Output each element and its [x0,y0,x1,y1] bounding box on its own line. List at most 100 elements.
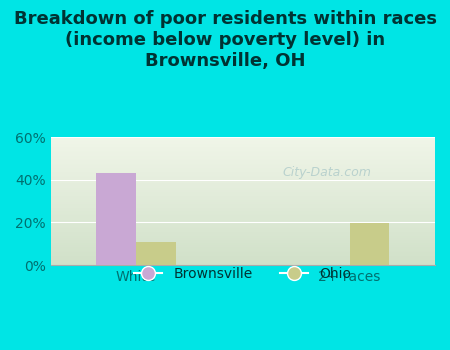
Bar [50,261,435,262]
Bar [50,168,435,169]
Bar [50,259,435,260]
Bar [50,264,435,265]
Bar [50,201,435,202]
Bar [50,229,435,231]
Bar [50,217,435,218]
Bar [50,138,435,140]
Bar [50,205,435,206]
Bar [50,164,435,165]
Bar [50,227,435,228]
Bar [50,141,435,142]
Bar [50,188,435,190]
Bar [50,169,435,170]
Bar [50,234,435,236]
Bar [50,142,435,144]
Bar [50,219,435,220]
Bar [50,137,435,138]
Bar [50,252,435,254]
Text: City-Data.com: City-Data.com [283,166,372,178]
Bar [50,232,435,233]
Bar [50,224,435,225]
Bar [50,155,435,156]
Bar [50,200,435,201]
Bar [50,241,435,242]
Bar [50,225,435,227]
Bar [50,256,435,258]
Bar [50,258,435,259]
Bar [50,177,435,178]
Bar [50,178,435,179]
Bar [50,247,435,248]
Bar [50,248,435,250]
Bar [50,260,435,261]
Bar [50,215,435,217]
Bar [50,194,435,195]
Bar [50,251,435,252]
Bar [50,186,435,187]
Bar [50,238,435,239]
Bar [50,231,435,232]
Bar [136,242,176,265]
Bar [50,239,435,241]
Bar [50,255,435,256]
Bar [50,159,435,160]
Bar [50,167,435,168]
Bar [50,204,435,205]
Legend: Brownsville, Ohio: Brownsville, Ohio [129,261,357,286]
Bar [50,151,435,153]
Bar [50,197,435,198]
Bar [50,182,435,183]
Bar [50,154,435,155]
Bar [50,160,435,161]
Bar [50,223,435,224]
Bar [50,211,435,213]
Bar [50,213,435,214]
Bar [50,173,435,174]
Bar [50,228,435,229]
Bar [50,181,435,182]
Bar [50,195,435,196]
Bar [50,242,435,243]
Bar [50,202,435,204]
Bar [50,198,435,200]
Bar [50,153,435,154]
Bar [50,218,435,219]
Bar [50,175,435,177]
Bar [50,254,435,255]
Bar [50,145,435,146]
Bar [50,236,435,237]
Bar [50,144,435,145]
Bar [50,246,435,247]
Bar [50,196,435,197]
Bar [50,222,435,223]
Bar [50,245,435,246]
Bar [50,150,435,151]
Bar [50,170,435,172]
Bar [50,190,435,191]
Bar [50,214,435,215]
Text: Breakdown of poor residents within races
(income below poverty level) in
Brownsv: Breakdown of poor residents within races… [14,10,436,70]
Bar [96,173,136,265]
Bar [50,156,435,158]
Bar [50,243,435,245]
Bar [50,149,435,150]
Bar [50,208,435,209]
Bar [50,262,435,264]
Bar [350,223,389,265]
Bar [50,210,435,211]
Bar [50,140,435,141]
Bar [50,163,435,164]
Bar [50,187,435,188]
Bar [50,165,435,167]
Bar [50,174,435,175]
Bar [50,209,435,210]
Bar [50,191,435,192]
Bar [50,161,435,163]
Bar [50,237,435,238]
Bar [50,179,435,181]
Bar [50,146,435,147]
Bar [50,184,435,186]
Bar [50,183,435,184]
Bar [50,220,435,222]
Bar [50,172,435,173]
